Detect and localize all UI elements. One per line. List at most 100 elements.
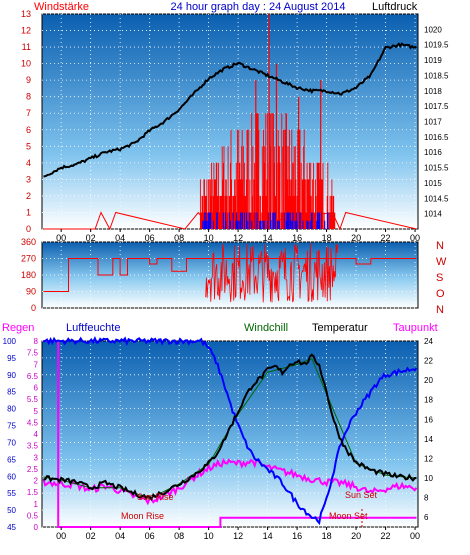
temperature-line	[43, 353, 417, 502]
wind-tick-label: 7	[26, 108, 31, 118]
legend-humidity: Luftfeuchte	[66, 322, 120, 334]
hour-tick-label: 12	[233, 233, 243, 243]
wind-direction-noise	[205, 243, 338, 303]
pressure-tick-label: 1017.5	[424, 102, 449, 111]
hour-tick-label: 22	[381, 531, 391, 541]
pressure-tick-label: 1019.5	[424, 41, 449, 50]
wind-tick-label: 0	[26, 224, 31, 234]
rain-tick-label: 1.5	[27, 488, 39, 497]
rain-tick-label: 3	[34, 453, 39, 462]
pressure-tick-label: 1014.5	[424, 194, 449, 203]
pressure-tick-label: 1018.5	[424, 71, 449, 80]
wind-tick-label: 11	[22, 42, 31, 52]
temperature-tick-label: 14	[424, 435, 433, 444]
pressure-tick-label: 1018	[424, 87, 442, 96]
pressure-tick-label: 1015.5	[424, 164, 449, 173]
rain-tick-label: 0	[34, 523, 39, 532]
humidity-tick-label: 75	[7, 422, 16, 431]
legend-windchill: Windchill	[244, 322, 288, 334]
rain-tick-label: 5.5	[27, 395, 39, 404]
humidity-tick-label: 100	[3, 337, 17, 346]
direction-tick-label: 180	[21, 270, 36, 280]
temperature-tick-label: 16	[424, 415, 433, 424]
humidity-tick-label: 80	[7, 405, 16, 414]
wind-tick-label: 6	[26, 125, 31, 135]
wind-tick-label: 5	[26, 141, 31, 151]
wind-tick-label: 3	[26, 174, 31, 184]
rain-tick-label: 6.5	[27, 372, 39, 381]
temperature-tick-label: 24	[424, 337, 433, 346]
pressure-tick-label: 1015	[424, 179, 442, 188]
wind-tick-label: 13	[21, 9, 31, 19]
pressure-axis-title: Luftdruck	[372, 1, 418, 13]
pressure-tick-label: 1019	[424, 56, 442, 65]
hour-tick-label: 16	[292, 531, 302, 541]
hour-tick-label: 06	[145, 531, 155, 541]
wind-average-line	[202, 212, 329, 229]
rain-tick-label: 2	[34, 477, 39, 486]
hour-tick-label: 00	[410, 531, 420, 541]
hour-tick-label: 20	[351, 531, 361, 541]
hour-tick-label: 00	[56, 531, 66, 541]
wind-tick-label: 1	[26, 207, 31, 217]
wind-tick-label: 10	[21, 59, 31, 69]
rain-tick-label: 2.5	[27, 465, 39, 474]
hour-tick-label: 20	[351, 233, 361, 243]
temperature-tick-label: 22	[424, 357, 433, 366]
wind-tick-label: 9	[26, 75, 31, 85]
hour-tick-label: 06	[145, 233, 155, 243]
pressure-tick-label: 1017	[424, 118, 442, 127]
rain-tick-label: 6	[34, 384, 39, 393]
wind-tick-label: 4	[26, 158, 31, 168]
plot-wind-direction	[43, 243, 417, 303]
wind-tick-label: 8	[26, 92, 31, 102]
rain-tick-label: 5	[34, 407, 39, 416]
wind-speed-line	[43, 211, 417, 231]
wind-speed-noise	[199, 113, 336, 229]
direction-tick-label: 360	[21, 237, 36, 247]
humidity-tick-label: 60	[7, 472, 16, 481]
rain-tick-label: 7.5	[27, 349, 39, 358]
pressure-tick-label: 1020	[424, 25, 442, 34]
wind-direction-line	[43, 258, 417, 292]
temperature-tick-label: 8	[424, 494, 429, 503]
pressure-line	[43, 42, 417, 178]
rain-tick-label: 4.5	[27, 418, 39, 427]
temperature-tick-label: 6	[424, 513, 429, 522]
wind-axis-title: Windstärke	[34, 1, 89, 13]
hour-tick-label: 02	[86, 233, 96, 243]
rain-tick-label: 7	[34, 360, 39, 369]
humidity-tick-label: 65	[7, 455, 16, 464]
hour-tick-label: 22	[381, 233, 391, 243]
legend-dewpoint: Taupunkt	[393, 322, 438, 334]
event-moon-set: Moon Set	[329, 511, 368, 521]
chart-title: 24 hour graph day : 24 August 2014	[171, 1, 346, 13]
humidity-tick-label: 90	[7, 371, 16, 380]
hour-tick-label: 04	[115, 233, 125, 243]
hour-tick-label: 14	[263, 531, 273, 541]
direction-tick-label: 270	[21, 254, 36, 264]
compass-label: N	[436, 304, 444, 316]
hour-tick-label: 02	[86, 531, 96, 541]
wind-tick-label: 2	[26, 191, 31, 201]
temperature-tick-label: 10	[424, 474, 433, 483]
humidity-tick-label: 70	[7, 438, 16, 447]
legend-rain: Regen	[2, 322, 34, 334]
hour-tick-label: 18	[322, 531, 332, 541]
humidity-tick-label: 45	[7, 523, 16, 532]
compass-label: S	[436, 272, 443, 284]
humidity-tick-label: 55	[7, 489, 16, 498]
hour-tick-label: 04	[115, 531, 125, 541]
hour-tick-label: 10	[204, 531, 214, 541]
temperature-tick-label: 18	[424, 396, 433, 405]
rain-tick-label: 3.5	[27, 442, 39, 451]
humidity-tick-label: 50	[7, 506, 16, 515]
hour-tick-label: 16	[292, 233, 302, 243]
hour-tick-label: 08	[174, 531, 184, 541]
compass-labels: N W S O N	[436, 240, 447, 316]
event-sun-set: Sun Set	[345, 490, 378, 500]
humidity-tick-label: 95	[7, 354, 16, 363]
hour-tick-label: 14	[263, 233, 273, 243]
temperature-tick-label: 20	[424, 376, 433, 385]
